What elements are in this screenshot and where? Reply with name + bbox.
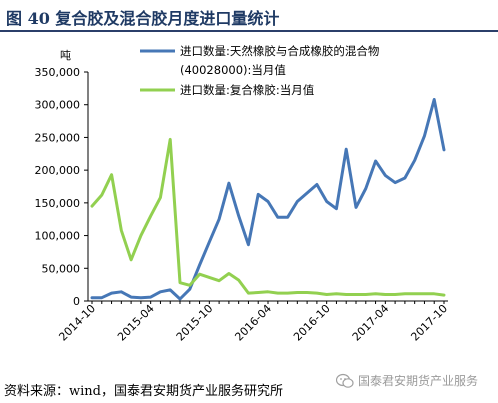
x-axis: 2014-10 2015-04 2015-10 2016-04 2016-10 2017-… <box>56 300 450 344</box>
x-tick-label: 2016-04 <box>232 302 274 344</box>
x-tick-label: 2015-04 <box>115 302 157 344</box>
figure-title-bar: 图 40 复合胶及混合胶月度进口量统计 <box>0 0 498 30</box>
legend-label-1: 进口数量:天然橡胶与合成橡胶的混合物 <box>180 44 379 58</box>
y-axis-label: 吨 <box>60 49 71 62</box>
x-tick-label: 2016-10 <box>291 302 333 344</box>
y-tick-label: 200,000 <box>35 164 81 177</box>
x-tick-label: 2017-04 <box>350 302 392 344</box>
legend-label-2: 进口数量:复合橡胶:当月值 <box>180 83 315 97</box>
x-tick-label: 2017-10 <box>408 302 450 344</box>
y-tick-label: 350,000 <box>35 66 81 79</box>
wechat-logo-icon <box>336 373 354 388</box>
title-divider <box>0 30 498 32</box>
y-tick-label: 100,000 <box>35 230 81 243</box>
y-tick-label: 0 <box>73 295 80 308</box>
x-tick-label: 2015-10 <box>174 302 216 344</box>
legend-label-1: (40028000):当月值 <box>180 63 286 77</box>
legend: 进口数量:天然橡胶与合成橡胶的混合物 (40028000):当月值进口数量:复合橡… <box>140 44 379 97</box>
series-group <box>90 98 446 301</box>
watermark-text: 国泰君安期货产业服务 <box>358 374 479 388</box>
y-tick-label: 250,000 <box>35 131 81 144</box>
y-tick-label: 50,000 <box>42 262 81 275</box>
watermark: 国泰君安期货产业服务 <box>336 372 478 389</box>
source-note: 资料来源：wind，国泰君安期货产业服务研究所 <box>4 384 283 399</box>
x-tick-label: 2014-10 <box>56 302 98 344</box>
y-axis: 0 50,000 100,000 150,000 200,000 250,000 300,0… <box>35 66 89 308</box>
series-line-1 <box>90 98 446 301</box>
line-chart: 吨 0 50,000 100,000 150,000 200,000 250,000 300… <box>35 44 451 344</box>
y-tick-label: 300,000 <box>35 99 81 112</box>
series-line-2 <box>90 137 446 297</box>
figure-title: 图 40 复合胶及混合胶月度进口量统计 <box>6 9 280 28</box>
y-tick-label: 150,000 <box>35 197 81 210</box>
